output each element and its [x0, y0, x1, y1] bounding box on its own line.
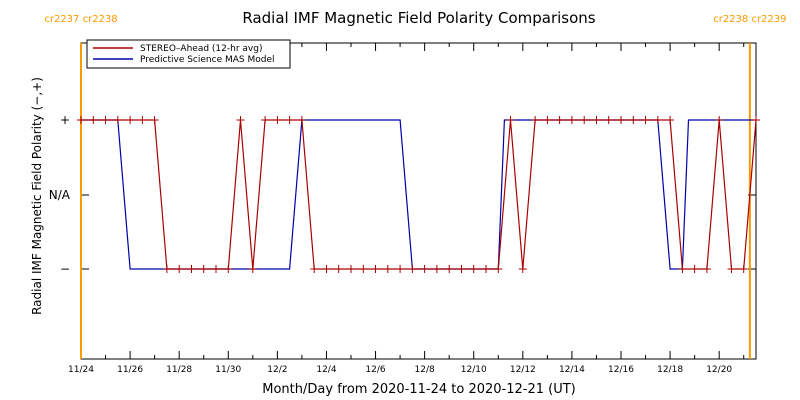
- stereo-point-20: [322, 265, 331, 273]
- stereo-point-43: [604, 116, 613, 124]
- stereo-point-38: [543, 116, 552, 124]
- stereo-point-52: [715, 116, 724, 124]
- stereo-point-8: [175, 265, 184, 273]
- stereo-point-13: [236, 116, 245, 124]
- stereo-point-50: [690, 265, 699, 273]
- legend: STEREO–Ahead (12-hr avg)Predictive Scien…: [86, 39, 291, 69]
- stereo-point-47: [653, 116, 662, 124]
- x-axis-label: Month/Day from 2020-11-24 to 2020-12-21 …: [262, 382, 575, 397]
- stereo-point-49: [678, 265, 687, 273]
- stereo-point-7: [162, 265, 171, 273]
- stereo-point-12: [224, 265, 233, 273]
- stereo-point-19: [310, 265, 319, 273]
- stereo-point-36: [518, 265, 527, 273]
- stereo-point-9: [187, 265, 196, 273]
- stereo-point-24: [371, 265, 380, 273]
- stereo-point-5: [138, 116, 147, 124]
- stereo-point-22: [347, 265, 355, 273]
- stereo-point-51: [702, 265, 711, 273]
- x-tick-label-5: 12/4: [316, 365, 336, 375]
- stereo-point-34: [494, 265, 503, 273]
- stereo-point-23: [359, 265, 368, 273]
- stereo-point-17: [285, 116, 294, 124]
- stereo-point-39: [555, 116, 564, 124]
- stereo-point-44: [617, 116, 625, 124]
- stereo-point-6: [150, 116, 159, 124]
- carrington-label-0: cr2237 cr2238: [44, 14, 117, 25]
- y-tick-label-1: N/A: [49, 188, 71, 202]
- stereo-point-18: [297, 116, 306, 124]
- carrington-label-1: cr2238 cr2239: [713, 14, 786, 25]
- x-axis: 11/24 11/26 11/28 11/30 12/2 12/4 12/6 12/8 12/1…: [68, 43, 745, 375]
- x-tick-label-2: 11/28: [166, 365, 192, 375]
- stereo-point-27: [408, 265, 417, 273]
- stereo-point-16: [273, 116, 282, 124]
- x-tick-label-4: 12/2: [267, 365, 287, 375]
- stereo-point-28: [420, 265, 429, 273]
- stereo-point-3: [113, 116, 122, 124]
- stereo-point-26: [396, 265, 405, 273]
- stereo-point-1: [89, 116, 98, 124]
- stereo-point-46: [641, 116, 650, 124]
- x-tick-label-13: 12/20: [706, 365, 732, 375]
- x-tick-label-9: 12/12: [510, 365, 536, 375]
- x-tick-label-3: 11/30: [215, 365, 241, 375]
- legend-label-1: Predictive Science MAS Model: [140, 55, 275, 65]
- stereo-point-31: [457, 265, 466, 273]
- stereo-point-55: [752, 116, 760, 124]
- stereo-point-33: [482, 265, 490, 273]
- legend-label-0: STEREO–Ahead (12-hr avg): [140, 44, 262, 54]
- chart-title: Radial IMF Magnetic Field Polarity Compa…: [242, 9, 595, 27]
- x-tick-label-8: 12/10: [461, 365, 487, 375]
- stereo-point-53: [727, 265, 736, 273]
- x-tick-label-7: 12/8: [415, 365, 435, 375]
- x-tick-label-10: 12/14: [559, 365, 585, 375]
- y-tick-label-2: +: [60, 113, 70, 127]
- stereo-point-2: [101, 116, 110, 124]
- x-tick-label-6: 12/6: [365, 365, 385, 375]
- stereo-point-45: [629, 116, 638, 124]
- stereo-point-48: [666, 116, 675, 124]
- stereo-point-35: [506, 116, 515, 124]
- stereo-point-14: [248, 265, 257, 273]
- series-lines: [77, 116, 760, 273]
- stereo-point-41: [580, 116, 589, 124]
- stereo-point-29: [432, 265, 441, 273]
- stereo-point-10: [199, 265, 208, 273]
- stereo-point-15: [261, 116, 270, 124]
- stereo-point-25: [383, 265, 392, 273]
- x-tick-label-11: 12/16: [608, 365, 634, 375]
- stereo-point-0: [77, 116, 85, 124]
- legend-box: [86, 39, 291, 69]
- y-axis-label: Radial IMF Magnetic Field Polarity (−,+): [30, 77, 44, 315]
- stereo-point-11: [212, 265, 220, 273]
- stereo-point-21: [334, 265, 343, 273]
- stereo-point-54: [739, 265, 748, 273]
- stereo-point-40: [567, 116, 576, 124]
- stereo-point-37: [531, 116, 540, 124]
- stereo-point-42: [592, 116, 601, 124]
- x-tick-label-0: 11/24: [68, 365, 94, 375]
- stereo-point-4: [126, 116, 135, 124]
- y-tick-label-0: −: [60, 262, 70, 276]
- x-tick-label-1: 11/26: [117, 365, 143, 375]
- x-tick-label-12: 12/18: [657, 365, 683, 375]
- stereo-point-32: [469, 265, 478, 273]
- stereo-point-30: [445, 265, 454, 273]
